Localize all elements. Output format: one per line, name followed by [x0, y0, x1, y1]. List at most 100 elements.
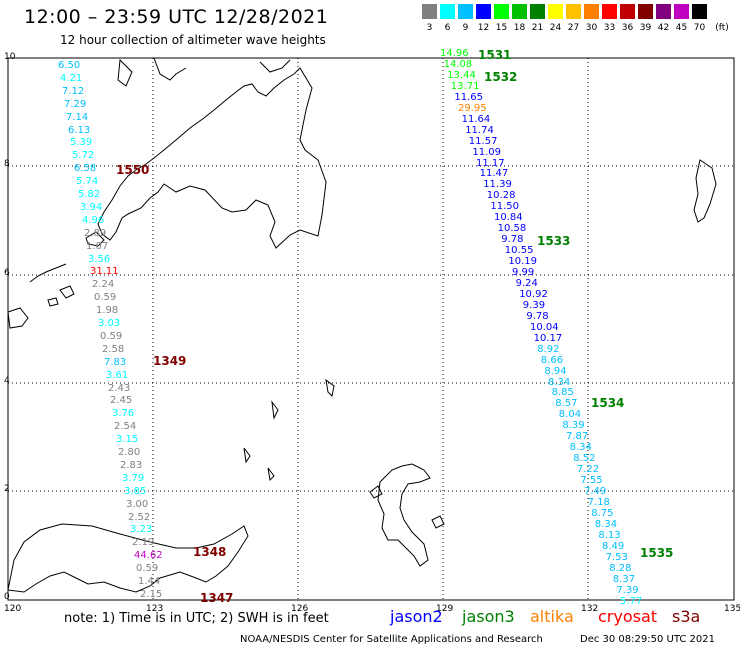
wave-height-value: 9.78 — [526, 310, 549, 322]
wave-height-value: 7.83 — [104, 356, 127, 368]
wave-height-value: 13.44 — [447, 69, 476, 81]
legend-swatch — [638, 4, 653, 19]
generated-timestamp: Dec 30 08:29:50 UTC 2021 — [580, 634, 715, 645]
coastline-sulu-island-2 — [47, 297, 59, 307]
wave-height-value: 8.34 — [548, 376, 571, 388]
wave-height-value: 11.65 — [454, 91, 484, 103]
wave-height-value: 0.59 — [136, 563, 159, 575]
wave-height-value: 2.19 — [132, 537, 155, 549]
y-tick-label: 2 — [4, 484, 10, 494]
legend-swatch-label: 30 — [585, 23, 598, 33]
wave-height-value: 3.94 — [80, 201, 103, 213]
pass-label-1535: 1535 — [640, 546, 674, 560]
wave-height-value: 8.75 — [591, 507, 614, 519]
wave-height-value: 7.14 — [66, 111, 89, 123]
wave-height-value: 44.62 — [134, 550, 163, 562]
coastline-sulawesi — [7, 523, 249, 593]
wave-height-value: 10.55 — [504, 245, 534, 257]
wave-height-value: 11.47 — [479, 168, 509, 180]
wave-height-value: 8.85 — [551, 387, 574, 399]
coastline-bohol — [117, 58, 133, 87]
legend-swatch-label: 3 — [426, 23, 433, 33]
pass-label-1347: 1347 — [200, 591, 234, 605]
wave-height-value: 8.66 — [540, 354, 564, 366]
coastlines — [7, 57, 717, 593]
legend-swatch-label: 36 — [621, 23, 634, 33]
coastline-halmahera — [377, 463, 431, 567]
credit-line: NOAA/NESDIS Center for Satellite Applica… — [240, 634, 543, 645]
y-tick-label: 0 — [4, 592, 10, 602]
legend-swatch — [458, 4, 473, 19]
wave-height-value: 10.04 — [530, 321, 559, 333]
coastline-talaud-2 — [271, 400, 279, 420]
pass-label-1531: 1531 — [478, 48, 512, 62]
x-tick-label: 132 — [581, 604, 599, 614]
legend-swatch-label: 6 — [444, 23, 451, 33]
legend-swatch — [674, 4, 689, 19]
wave-height-value: 11.39 — [483, 179, 512, 191]
legend-swatch — [476, 4, 491, 19]
legend-swatch-label: 70 — [693, 23, 706, 33]
wave-height-value: 10.58 — [497, 223, 527, 235]
legend-unit: (ft) — [715, 23, 729, 33]
legend-swatch — [512, 4, 527, 19]
coastline-borneo-tip — [7, 307, 29, 329]
wave-height-value: 5.77 — [620, 595, 643, 607]
wave-height-value: 3.15 — [116, 434, 139, 446]
legend-swatch — [566, 4, 581, 19]
wave-height-value: 4.21 — [60, 72, 83, 84]
wave-height-value: 7.39 — [616, 584, 639, 596]
wave-height-value: 9.99 — [512, 267, 535, 278]
pass-label-1348: 1348 — [193, 545, 227, 559]
wave-height-value: 8.37 — [612, 573, 636, 585]
map-frame — [7, 57, 735, 601]
legend-swatch — [584, 4, 599, 19]
wave-height-value: 8.34 — [594, 518, 618, 530]
wave-height-value: 8.28 — [609, 562, 632, 574]
legend-swatch-label: 21 — [531, 23, 544, 33]
wave-height-value: 14.08 — [443, 58, 473, 70]
wave-height-value: 8.92 — [537, 343, 560, 355]
x-tick-label: 129 — [436, 604, 454, 614]
wave-height-value: 1.07 — [86, 240, 109, 252]
legend-swatch-label: 9 — [462, 23, 469, 33]
wave-height-value: 11.09 — [472, 146, 502, 158]
wave-height-value: 7.53 — [605, 551, 628, 563]
wave-height-value: 7.55 — [580, 475, 603, 487]
legend-swatch-label: 12 — [477, 23, 490, 33]
legend-swatch — [620, 4, 635, 19]
wave-height-value: 11.64 — [461, 113, 491, 125]
wave-height-value: 3.79 — [122, 472, 145, 484]
wave-height-value: 11.57 — [468, 135, 498, 147]
wave-height-value: 3.85 — [124, 485, 147, 497]
pass-label-1550: 1550 — [116, 163, 150, 177]
legend-swatch — [422, 4, 437, 19]
wave-height-value: 9.24 — [515, 277, 538, 289]
legend-swatch-label: 45 — [675, 23, 688, 33]
wave-height-value: 2.83 — [120, 459, 143, 471]
legend-swatch-label: 33 — [603, 23, 616, 33]
coastline-peninsula — [153, 57, 187, 81]
coastline-sulu-chain — [29, 263, 67, 283]
wave-height-value: 8.49 — [602, 540, 625, 552]
wave-height-value: 0.59 — [100, 330, 123, 342]
wave-height-value: 7.49 — [584, 486, 607, 497]
coastline-mindanao — [97, 67, 327, 249]
wave-height-value: 10.17 — [533, 332, 563, 344]
wave-height-value: 10.84 — [494, 212, 523, 224]
wave-height-value: 6.50 — [58, 60, 81, 71]
wave-height-value: 11.74 — [465, 124, 494, 136]
wave-height-value: 13.71 — [450, 80, 480, 92]
legend-swatch-label: 27 — [567, 23, 580, 33]
wave-height-value: 6.13 — [68, 124, 91, 136]
wave-height-value: 8.39 — [562, 420, 585, 432]
wave-height-value: 1.98 — [96, 305, 119, 317]
coastline-morotai — [369, 485, 383, 499]
wave-height-value: 8.94 — [544, 365, 567, 377]
wave-height-value: 10.92 — [519, 288, 548, 300]
wave-height-value: 3.03 — [98, 318, 121, 329]
wave-height-value: 3.00 — [126, 498, 149, 510]
legend-swatch — [548, 4, 563, 19]
wave-height-value: 11.17 — [476, 157, 505, 169]
legend-swatch — [602, 4, 617, 19]
